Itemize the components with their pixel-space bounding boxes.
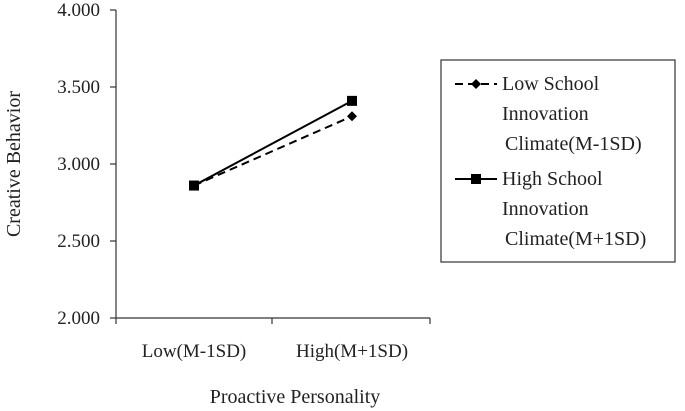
y-axis-title: Creative Behavior	[3, 91, 25, 237]
x-tick-label: High(M+1SD)	[296, 341, 408, 362]
legend: Low School Innovation Climate(M-1SD) High S…	[440, 59, 676, 263]
legend-item-2: High School Innovation Climate(M+1SD)	[455, 168, 646, 250]
diamond-marker	[347, 111, 357, 122]
square-marker	[189, 180, 199, 191]
diamond-marker	[471, 79, 481, 89]
x-tick-label: Low(M-1SD)	[142, 341, 247, 362]
x-axis-title: Proactive Personality	[210, 386, 381, 408]
y-tick-label: 2.500	[57, 231, 100, 252]
y-tick-label: 3.000	[57, 154, 100, 175]
series-1	[189, 111, 357, 191]
legend-box	[440, 59, 676, 263]
square-marker	[471, 174, 481, 184]
series-line	[193, 99, 353, 187]
series-line	[193, 115, 353, 187]
legend-label-line: Innovation	[502, 198, 589, 220]
y-tick-label: 3.500	[57, 77, 100, 98]
legend-item-1: Low School Innovation Climate(M-1SD)	[455, 73, 642, 155]
legend-label-line: Climate(M+1SD)	[505, 228, 646, 250]
legend-label-line: Low School	[502, 73, 600, 95]
legend-label-line: Innovation	[502, 103, 589, 125]
y-tick-label: 4.000	[57, 0, 100, 21]
legend-label-line: High School	[502, 168, 603, 190]
y-tick-label: 2.000	[57, 308, 100, 329]
series-2	[189, 95, 357, 191]
square-marker	[347, 95, 357, 106]
legend-label-line: Climate(M-1SD)	[505, 133, 642, 155]
